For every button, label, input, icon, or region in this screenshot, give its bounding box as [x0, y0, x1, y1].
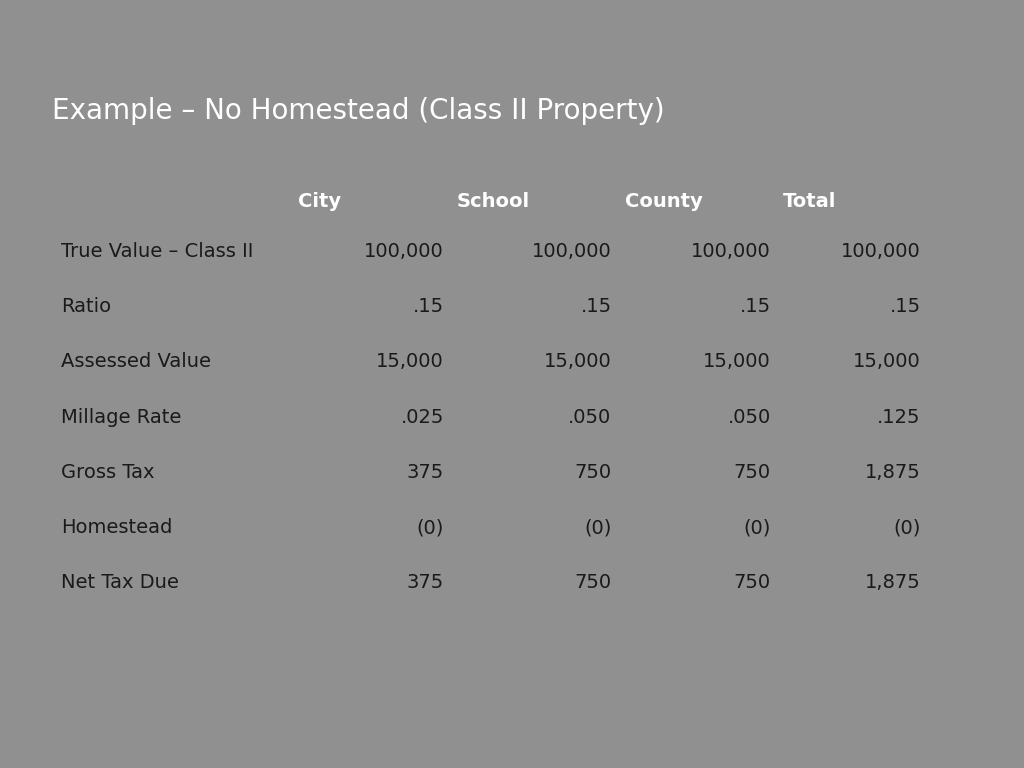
- Text: (0): (0): [417, 518, 444, 537]
- Text: 750: 750: [574, 463, 611, 482]
- Text: 750: 750: [733, 574, 771, 592]
- Text: Total: Total: [783, 193, 837, 211]
- Text: 1,875: 1,875: [865, 574, 921, 592]
- Text: 750: 750: [574, 574, 611, 592]
- Text: 375: 375: [407, 463, 444, 482]
- Text: True Value – Class II: True Value – Class II: [60, 242, 253, 260]
- Text: County: County: [625, 193, 702, 211]
- Text: Millage Rate: Millage Rate: [60, 408, 181, 426]
- Text: .15: .15: [890, 297, 921, 316]
- Text: 1,875: 1,875: [865, 463, 921, 482]
- Text: 15,000: 15,000: [853, 353, 921, 371]
- Text: .15: .15: [581, 297, 611, 316]
- Text: (0): (0): [893, 518, 921, 537]
- Text: (0): (0): [584, 518, 611, 537]
- Text: Ratio: Ratio: [60, 297, 111, 316]
- Text: 100,000: 100,000: [841, 242, 921, 260]
- Text: 100,000: 100,000: [691, 242, 771, 260]
- Text: 375: 375: [407, 574, 444, 592]
- Text: Net Tax Due: Net Tax Due: [60, 574, 179, 592]
- Text: .050: .050: [727, 408, 771, 426]
- Text: 100,000: 100,000: [531, 242, 611, 260]
- Text: City: City: [298, 193, 341, 211]
- Text: (0): (0): [743, 518, 771, 537]
- Text: 15,000: 15,000: [544, 353, 611, 371]
- Text: 15,000: 15,000: [702, 353, 771, 371]
- Text: .125: .125: [878, 408, 921, 426]
- Text: 100,000: 100,000: [365, 242, 444, 260]
- Text: 15,000: 15,000: [376, 353, 444, 371]
- Text: School: School: [457, 193, 530, 211]
- Text: Gross Tax: Gross Tax: [60, 463, 155, 482]
- Text: .15: .15: [413, 297, 444, 316]
- Text: .025: .025: [400, 408, 444, 426]
- Text: Example – No Homestead (Class II Property): Example – No Homestead (Class II Propert…: [52, 97, 665, 124]
- Text: Assessed Value: Assessed Value: [60, 353, 211, 371]
- Text: Homestead: Homestead: [60, 518, 172, 537]
- Text: 750: 750: [733, 463, 771, 482]
- Text: .050: .050: [568, 408, 611, 426]
- Text: .15: .15: [739, 297, 771, 316]
